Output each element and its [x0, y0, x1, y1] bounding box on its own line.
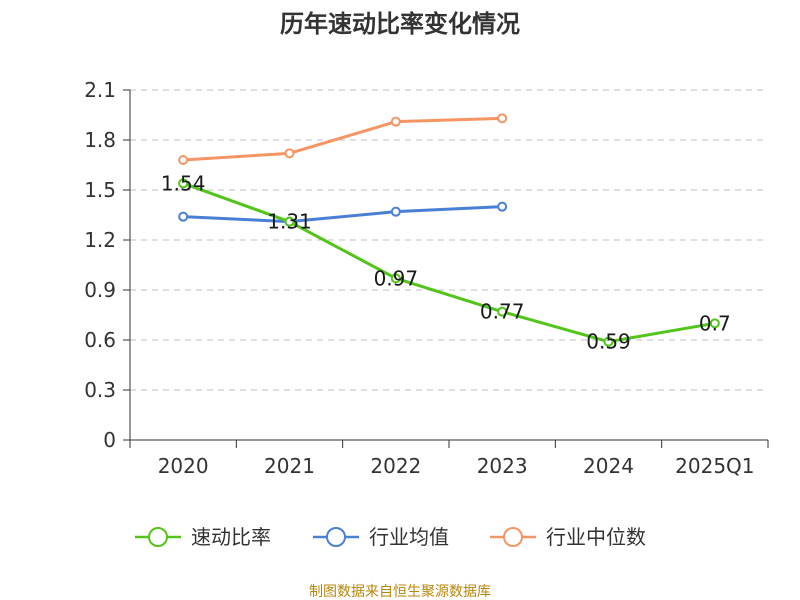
legend[interactable]: 速动比率 行业均值 行业中位数 — [135, 525, 646, 549]
data-point — [390, 206, 401, 217]
data-point — [390, 116, 401, 127]
legend-marker — [503, 527, 523, 547]
data-point — [178, 178, 189, 189]
legend-item-1[interactable]: 行业均值 — [313, 525, 449, 549]
data-point — [284, 148, 295, 159]
axes: 0 0.3 0.6 0.9 1.2 1.5 1.8 2.1 2020 2021 2022 2023 20… — [84, 78, 769, 478]
y-tick-label: 1.5 — [84, 178, 116, 202]
x-tick-label: 2024 — [583, 454, 634, 478]
data-point — [497, 201, 508, 212]
data-label: 0.59 — [586, 330, 631, 354]
series — [178, 113, 720, 347]
grid — [130, 89, 768, 391]
data-label: 0.77 — [480, 300, 525, 324]
chart-title: 历年速动比率变化情况 — [280, 10, 520, 38]
legend-marker — [148, 527, 168, 547]
y-tick-label: 0.9 — [84, 278, 116, 302]
legend-marker — [326, 527, 346, 547]
data-label: 0.7 — [699, 311, 731, 335]
y-tick-label: 0 — [103, 428, 116, 452]
x-tick-label: 2023 — [477, 454, 528, 478]
x-tick-label: 2021 — [264, 454, 315, 478]
data-point — [284, 216, 295, 227]
series-line-1 — [183, 205, 503, 224]
legend-label: 行业中位数 — [546, 525, 646, 549]
data-labels: 1.54 1.31 0.97 0.77 0.59 0.7 — [161, 171, 731, 353]
legend-item-0[interactable]: 速动比率 — [135, 525, 271, 549]
y-tick-label: 1.8 — [84, 128, 116, 152]
data-point — [709, 318, 720, 329]
x-tick-label: 2020 — [158, 454, 209, 478]
data-point — [497, 306, 508, 317]
x-tick-label: 2025Q1 — [675, 454, 754, 478]
data-point — [178, 211, 189, 222]
x-tick-label: 2022 — [370, 454, 421, 478]
series-line-2 — [183, 116, 503, 162]
y-tick-label: 2.1 — [84, 78, 116, 102]
data-label: 1.54 — [161, 171, 206, 195]
data-point — [178, 155, 189, 165]
legend-item-2[interactable]: 行业中位数 — [490, 525, 646, 549]
y-tick-label: 0.6 — [84, 328, 116, 352]
series-line-0 — [182, 181, 716, 344]
data-point — [497, 113, 508, 124]
legend-label: 行业均值 — [369, 525, 449, 549]
data-label: 0.97 — [374, 266, 419, 290]
data-point — [390, 273, 401, 284]
legend-label: 速动比率 — [191, 525, 271, 549]
data-point — [603, 336, 614, 347]
data-label: 1.31 — [267, 210, 312, 234]
y-tick-label: 0.3 — [84, 378, 116, 402]
y-tick-label: 1.2 — [84, 228, 116, 252]
source-note: 制图数据来自恒生聚源数据库 — [309, 584, 491, 600]
